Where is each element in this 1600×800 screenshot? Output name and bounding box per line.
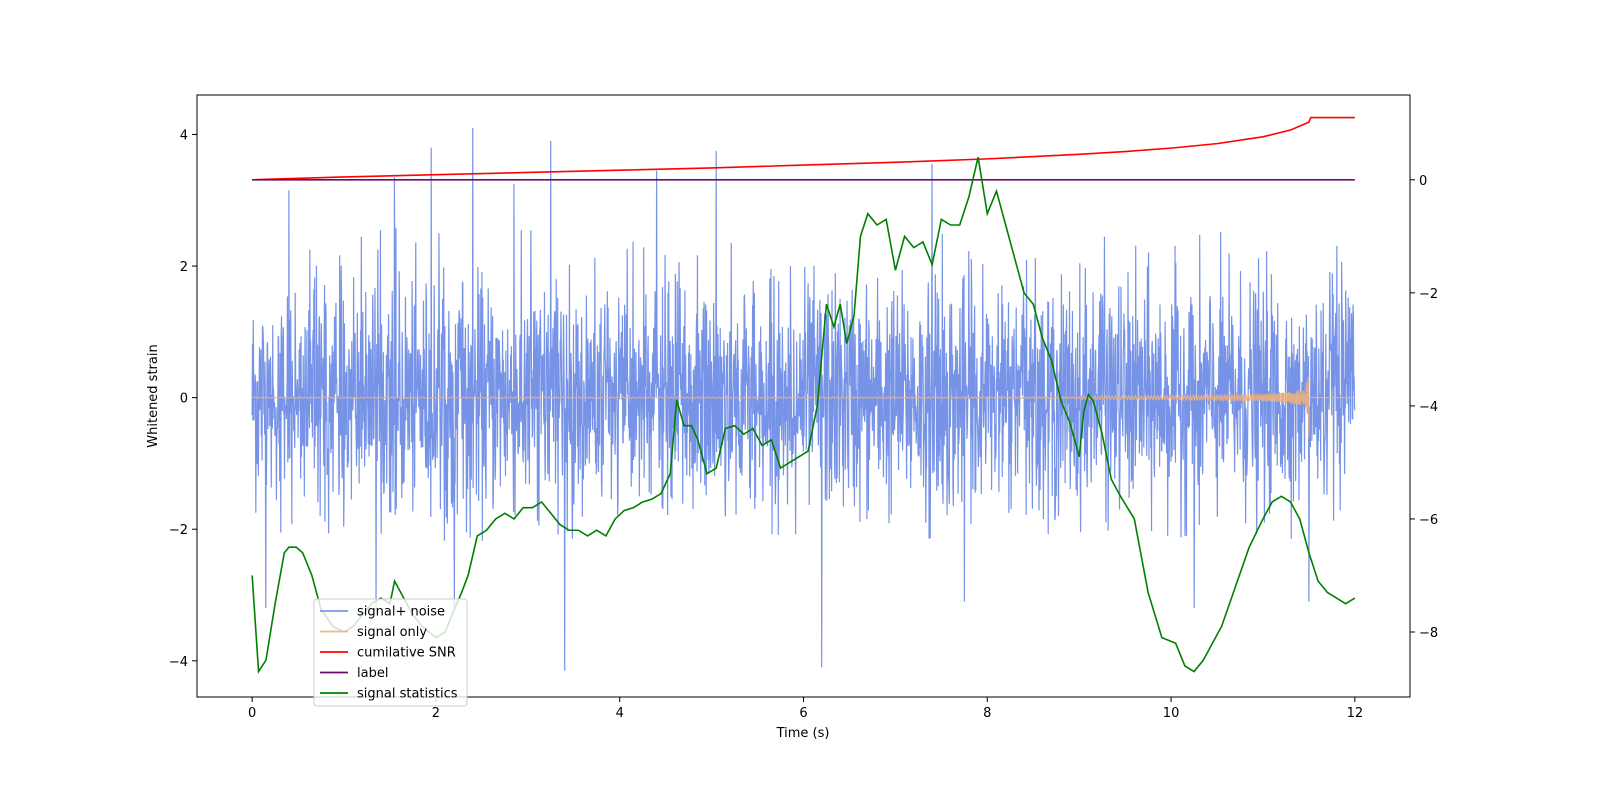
legend-label: signal+ noise [357,605,445,620]
legend-label: label [357,666,388,681]
y-axis-right: −8 −6 −4 −2 0 [1410,174,1438,641]
y-tick-label: 4 [180,128,188,143]
y-tick-label: −2 [169,523,188,538]
series-signal-noise [251,127,1356,671]
y2-tick-label: −8 [1419,626,1438,641]
series-signal-only [251,376,1355,438]
legend: signal+ noise signal only cumilative SNR la… [313,598,468,707]
y2-tick-label: −6 [1419,513,1438,528]
y-tick-label: −4 [169,655,188,670]
x-tick-label: 8 [983,706,991,721]
legend-box [313,598,468,707]
legend-label: signal statistics [357,687,458,702]
x-tick-label: 6 [799,706,807,721]
x-axis: 0 2 4 6 8 10 12 [248,697,1363,721]
x-tick-label: 2 [432,706,440,721]
x-tick-label: 10 [1163,706,1180,721]
series-cumulative-snr [252,116,1355,181]
y2-tick-label: −2 [1419,287,1438,302]
y-axis-label: Whitened strain [146,344,161,447]
x-axis-label: Time (s) [776,726,830,741]
y2-tick-label: −4 [1419,400,1438,415]
x-tick-label: 0 [248,706,256,721]
x-tick-label: 12 [1347,706,1364,721]
legend-label: signal only [357,625,427,640]
x-tick-label: 4 [616,706,624,721]
y-tick-label: 2 [180,260,188,275]
legend-label: cumilative SNR [357,646,456,661]
y-axis-left: −4 −2 0 2 4 [169,128,197,670]
y-tick-label: 0 [180,392,188,407]
y2-tick-label: 0 [1419,174,1427,189]
